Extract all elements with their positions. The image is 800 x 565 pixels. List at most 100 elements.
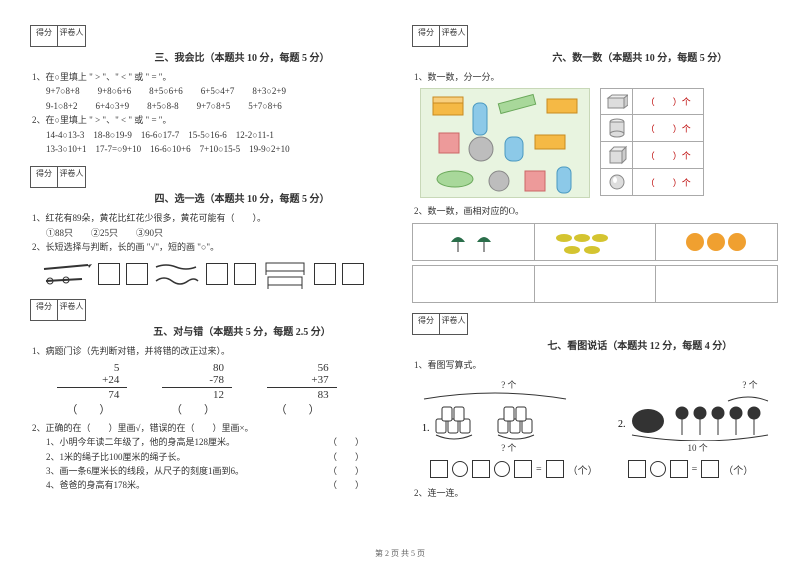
eqn-box[interactable] xyxy=(546,460,564,478)
s6-q1: 1、数一数，分一分。 xyxy=(414,70,778,84)
page-footer: 第 2 页 共 5 页 xyxy=(0,548,800,559)
section-3: 得分 评卷人 三、我会比（本题共 10 分，每题 5 分） 1、在○里填上 " … xyxy=(30,25,364,156)
section-4-title: 四、选一选（本题共 10 分，每题 5 分） xyxy=(120,190,364,205)
s7-q2: 2、连一连。 xyxy=(414,486,778,500)
q-top-label: ? 个 xyxy=(618,378,778,391)
math-problem-2: 80 -78 12 （ ） xyxy=(162,362,232,417)
s5-q2-3: 3、画一条6厘米长的线段，从尺子的刻度1画到6。（ ） xyxy=(46,464,364,478)
score-header: 得分 xyxy=(30,166,58,188)
cups-icon: 1. xyxy=(420,391,570,441)
section-4: 得分 评卷人 四、选一选（本题共 10 分，每题 5 分） 1、红花有89朵，黄… xyxy=(30,166,364,288)
ten-label: 10 个 xyxy=(618,441,778,454)
math-problem-3: 56 +37 83 （ ） xyxy=(267,362,337,417)
answer-box[interactable] xyxy=(98,263,120,285)
s7-q1: 1、看图写算式。 xyxy=(414,358,778,372)
length-compare-row xyxy=(42,259,364,289)
answer-strip[interactable] xyxy=(656,265,778,303)
shapes-box xyxy=(420,88,590,198)
eqn-box[interactable] xyxy=(628,460,646,478)
s5-q2-1: 1、小明今年读二年级了，他的身高是128厘米。（ ） xyxy=(46,435,364,449)
count-strip-bottom xyxy=(412,265,778,303)
score-header: 得分 xyxy=(412,313,440,335)
shapes-area: （ ）个 （ ）个 （ ）个 （ ）个 xyxy=(420,88,778,198)
math-problem-1: 5 +24 74 （ ） xyxy=(57,362,127,417)
pencil-icon xyxy=(42,261,92,287)
score-box: 得分 评卷人 xyxy=(30,299,364,321)
eqn-box[interactable] xyxy=(670,460,688,478)
count-strip-top xyxy=(412,223,778,261)
answer-box[interactable] xyxy=(342,263,364,285)
svg-text:1.: 1. xyxy=(422,423,430,434)
math-c: 12 xyxy=(162,389,232,401)
eqn-op[interactable] xyxy=(452,461,468,477)
left-column: 得分 评卷人 三、我会比（本题共 10 分，每题 5 分） 1、在○里填上 " … xyxy=(30,25,364,535)
q-top-label: ? 个 xyxy=(420,378,598,391)
eqn-op[interactable] xyxy=(494,461,510,477)
eqn-box[interactable] xyxy=(472,460,490,478)
answer-box[interactable] xyxy=(126,263,148,285)
sphere-icon xyxy=(601,169,633,195)
equation-1: = （个） xyxy=(430,460,598,478)
coins-strip xyxy=(656,223,778,261)
count-row-cube: （ ）个 xyxy=(600,142,704,169)
answer-box[interactable] xyxy=(314,263,336,285)
svg-text:2.: 2. xyxy=(618,419,626,430)
count-row-cuboid: （ ）个 xyxy=(600,88,704,115)
section-3-title: 三、我会比（本题共 10 分，每题 5 分） xyxy=(120,49,364,64)
section-6-title: 六、数一数（本题共 10 分，每题 5 分） xyxy=(502,49,778,64)
umbrella-strip xyxy=(412,223,535,261)
count-label: （ ）个 xyxy=(633,149,703,162)
count-label: （ ）个 xyxy=(633,95,703,108)
answer-box[interactable] xyxy=(206,263,228,285)
eqn-box[interactable] xyxy=(430,460,448,478)
paren: （ ） xyxy=(162,401,232,417)
s4-q2: 2、长短选择与判断，长的画 "√"，短的画 "○"。 xyxy=(32,240,364,254)
math-a: 56 xyxy=(267,362,337,374)
grader-header: 评卷人 xyxy=(58,299,86,321)
math-problems: 5 +24 74 （ ） 80 -78 12 （ ） 56 +37 xyxy=(40,362,354,417)
score-box: 得分 评卷人 xyxy=(412,313,778,335)
answer-strip[interactable] xyxy=(535,265,657,303)
problem-2: ? 个 2. xyxy=(618,378,778,478)
flowers-icon: 2. xyxy=(618,391,778,441)
score-box: 得分 评卷人 xyxy=(30,166,364,188)
section-6: 得分 评卷人 六、数一数（本题共 10 分，每题 5 分） 1、数一数，分一分。 xyxy=(412,25,778,303)
s4-q1: 1、红花有89朵，黄花比红花少很多，黄花可能有（ ）。 xyxy=(32,211,364,225)
equation-2: = （个） xyxy=(628,460,778,478)
eqn-box[interactable] xyxy=(514,460,532,478)
s5-q2: 2、正确的在（ ）里画√，错误的在（ ）里画×。 xyxy=(32,421,364,435)
section-5: 得分 评卷人 五、对与错（本题共 5 分，每题 2.5 分） 1、病题门诊（先判… xyxy=(30,299,364,493)
score-header: 得分 xyxy=(412,25,440,47)
unit-label: （个） xyxy=(568,462,598,477)
score-header: 得分 xyxy=(30,299,58,321)
score-box: 得分 评卷人 xyxy=(412,25,778,47)
score-box: 得分 评卷人 xyxy=(30,25,364,47)
answer-strip[interactable] xyxy=(412,265,535,303)
math-b: -78 xyxy=(162,374,232,386)
s5-q2-2: 2、1米的绳子比100厘米的绳子长。（ ） xyxy=(46,450,364,464)
count-row-cylinder: （ ）个 xyxy=(600,115,704,142)
s3-q1-line2: 9-1○8+2 6+4○3+9 8+5○8-8 9+7○8+5 5+7○8+6 xyxy=(46,99,364,113)
s3-q1: 1、在○里填上 " > "、" < " 或 " = "。 xyxy=(32,70,364,84)
eqn-op[interactable] xyxy=(650,461,666,477)
right-column: 得分 评卷人 六、数一数（本题共 10 分，每题 5 分） 1、数一数，分一分。 xyxy=(412,25,778,535)
grader-header: 评卷人 xyxy=(58,25,86,47)
section-7-title: 七、看图说话（本题共 12 分，每题 4 分） xyxy=(502,337,778,352)
math-c: 74 xyxy=(57,389,127,401)
grader-header: 评卷人 xyxy=(440,25,468,47)
s3-q1-line1: 9+7○8+8 9+8○6+6 8+5○6+6 6+5○4+7 8+3○2+9 xyxy=(46,84,364,98)
s3-q2-line1: 14-4○13-3 18-8○19-9 16-6○17-7 15-5○16-6 … xyxy=(46,128,364,142)
problem-1: ? 个 1. xyxy=(420,378,598,478)
s4-q1-opts: ①88只 ②25只 ③90只 xyxy=(46,226,364,240)
answer-box[interactable] xyxy=(234,263,256,285)
count-table: （ ）个 （ ）个 （ ）个 （ ）个 xyxy=(600,88,704,196)
eqn-box[interactable] xyxy=(701,460,719,478)
cuboid-icon xyxy=(601,89,633,114)
unit-label: （个） xyxy=(723,462,753,477)
math-c: 83 xyxy=(267,389,337,401)
grader-header: 评卷人 xyxy=(58,166,86,188)
math-b: +24 xyxy=(57,374,127,386)
count-label: （ ）个 xyxy=(633,122,703,135)
section-5-title: 五、对与错（本题共 5 分，每题 2.5 分） xyxy=(120,323,364,338)
s3-q2: 2、在○里填上 " > "、" < " 或 " = "。 xyxy=(32,113,364,127)
